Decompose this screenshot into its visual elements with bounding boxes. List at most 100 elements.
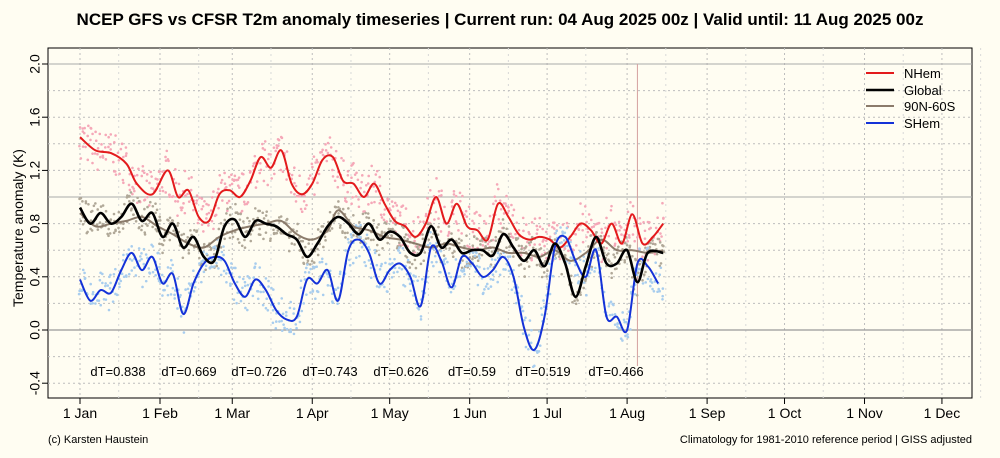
- nhem-daily-dot: [493, 195, 497, 199]
- global-daily-dot: [136, 196, 139, 200]
- global-daily-dot: [613, 255, 617, 259]
- global-daily-dot: [176, 221, 180, 225]
- global-daily-dot: [276, 229, 280, 232]
- shem-daily-dot: [527, 347, 530, 351]
- shem-daily-dot: [512, 268, 515, 272]
- nhem-daily-dot: [604, 226, 607, 230]
- shem-daily-dot: [118, 285, 121, 289]
- shem-daily-dot: [514, 301, 518, 305]
- nhem-daily-dot: [362, 210, 365, 213]
- nhem-daily-dot: [294, 184, 298, 188]
- nhem-daily-dot: [200, 197, 204, 200]
- global-daily-dot: [366, 237, 370, 240]
- nhem-daily-dot: [609, 208, 613, 212]
- shem-daily-dot: [147, 267, 151, 270]
- shem-daily-dot: [94, 302, 97, 305]
- y-tick-label: -0.4: [27, 371, 43, 395]
- nhem-daily-dot: [565, 221, 569, 225]
- shem-daily-dot: [217, 267, 220, 270]
- global-daily-dot: [98, 221, 102, 224]
- global-daily-dot: [555, 252, 558, 255]
- global-daily-dot: [505, 246, 508, 249]
- shem-daily-dot: [484, 285, 488, 288]
- global-daily-dot: [540, 275, 544, 279]
- nhem-daily-dot: [643, 229, 647, 233]
- nhem-daily-dot: [217, 187, 220, 191]
- global-daily-dot: [101, 204, 105, 207]
- shem-daily-dot: [235, 301, 238, 305]
- shem-daily-dot: [377, 285, 381, 289]
- global-daily-dot: [403, 235, 406, 239]
- shem-daily-dot: [435, 260, 438, 264]
- nhem-daily-dot: [128, 188, 132, 192]
- shem-daily-dot: [292, 312, 295, 315]
- nhem-daily-dot: [91, 161, 94, 165]
- global-daily-dot: [146, 224, 149, 227]
- nhem-daily-dot: [434, 210, 438, 214]
- nhem-daily-dot: [200, 223, 204, 226]
- shem-daily-dot: [528, 319, 532, 322]
- nhem-daily-dot: [499, 207, 503, 211]
- global-daily-dot: [215, 264, 219, 268]
- nhem-daily-dot: [452, 190, 456, 193]
- shem-daily-dot: [400, 267, 404, 271]
- shem-daily-dot: [298, 320, 302, 324]
- nhem-daily-dot: [161, 170, 164, 173]
- shem-daily-dot: [264, 306, 268, 310]
- nhem-daily-dot: [195, 201, 198, 205]
- nhem-daily-dot: [290, 173, 294, 177]
- shem-daily-dot: [618, 326, 621, 330]
- global-daily-dot: [505, 227, 508, 231]
- global-daily-dot: [560, 272, 564, 276]
- shem-daily-dot: [379, 264, 383, 268]
- nhem-daily-dot: [300, 210, 304, 214]
- nhem-daily-dot: [378, 175, 381, 179]
- shem-daily-dot: [184, 288, 187, 291]
- nhem-daily-dot: [316, 181, 319, 185]
- global-daily-dot: [277, 216, 281, 219]
- nhem-daily-dot: [258, 171, 262, 175]
- shem-daily-dot: [307, 271, 311, 274]
- nhem-daily-dot: [303, 207, 307, 211]
- global-daily-dot: [587, 245, 590, 248]
- shem-daily-dot: [494, 258, 497, 262]
- nhem-daily-dot: [270, 177, 273, 180]
- shem-daily-dot: [117, 282, 121, 286]
- global-daily-dot: [154, 202, 157, 205]
- nhem-daily-dot: [216, 191, 219, 195]
- nhem-daily-dot: [458, 199, 462, 203]
- nhem-daily-dot: [132, 187, 135, 190]
- nhem-daily-dot: [535, 224, 539, 228]
- shem-daily-dot: [489, 277, 493, 281]
- global-daily-dot: [649, 241, 652, 245]
- global-daily-dot: [576, 299, 579, 302]
- nhem-daily-dot: [82, 131, 86, 135]
- nhem-daily-dot: [535, 232, 539, 235]
- shem-daily-dot: [661, 287, 665, 290]
- shem-daily-dot: [393, 257, 396, 261]
- global-daily-dot: [217, 227, 221, 231]
- nhem-daily-dot: [547, 224, 551, 227]
- global-daily-dot: [582, 286, 585, 290]
- nhem-daily-dot: [528, 243, 532, 247]
- global-daily-dot: [391, 227, 394, 231]
- nhem-daily-dot: [253, 154, 257, 158]
- shem-daily-dot: [309, 291, 312, 294]
- shem-daily-dot: [487, 287, 490, 290]
- nhem-daily-dot: [454, 194, 458, 198]
- shem-daily-dot: [121, 258, 125, 262]
- nhem-daily-dot: [235, 178, 239, 182]
- nhem-daily-dot: [662, 216, 665, 220]
- nhem-daily-dot: [574, 244, 578, 247]
- shem-daily-dot: [562, 239, 566, 242]
- nhem-daily-dot: [359, 186, 362, 190]
- shem-daily-dot: [475, 251, 478, 255]
- shem-daily-dot: [462, 267, 466, 271]
- nhem-daily-dot: [438, 194, 441, 198]
- global-daily-dot: [258, 209, 262, 213]
- global-daily-dot: [480, 253, 484, 257]
- global-daily-dot: [162, 239, 166, 242]
- nhem-daily-dot: [269, 168, 272, 171]
- global-daily-dot: [249, 239, 253, 243]
- shem-daily-dot: [462, 269, 466, 273]
